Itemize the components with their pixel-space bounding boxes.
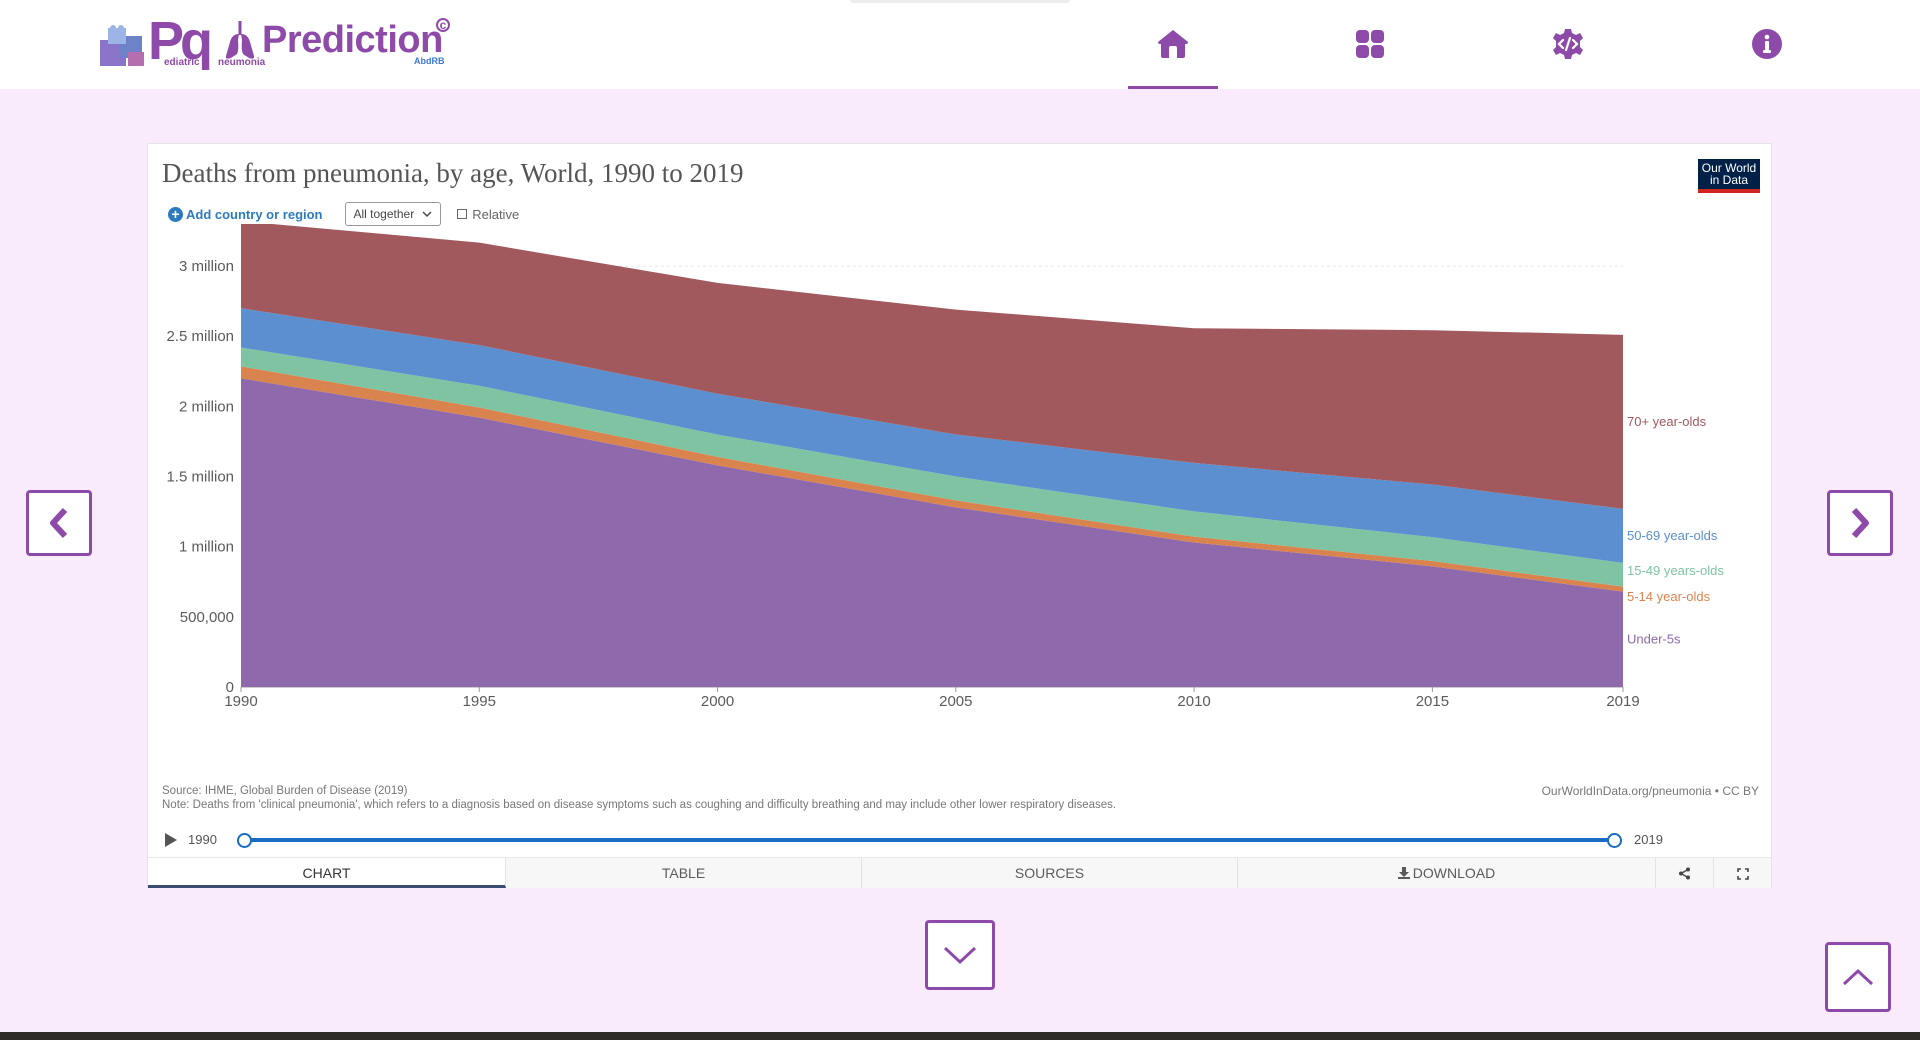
add-country-button[interactable]: + Add country or region — [168, 206, 323, 222]
bottom-bar — [0, 1032, 1920, 1040]
chart-card: Deaths from pneumonia, by age, World, 19… — [147, 143, 1772, 888]
share-icon — [1679, 867, 1690, 880]
home-icon — [1158, 30, 1188, 58]
chevron-down-icon — [422, 211, 432, 217]
source-text: Source: IHME, Global Burden of Disease (… — [162, 785, 408, 797]
play-icon[interactable] — [164, 832, 178, 848]
x-tick-label: 1990 — [224, 693, 257, 710]
logo-letters: Pq — [148, 11, 213, 71]
series-label: 15-49 years-olds — [1627, 563, 1724, 578]
y-tick-label: 0 — [226, 679, 234, 696]
scroll-down-button[interactable] — [925, 920, 995, 990]
stack-mode-value: All together — [353, 207, 415, 221]
code-gear-icon — [1553, 29, 1583, 59]
area-70-year-olds — [241, 224, 1623, 509]
tab-download[interactable]: DOWNLOAD — [1238, 858, 1656, 888]
area-50-69-year-olds — [241, 308, 1623, 563]
y-tick-label: 2 million — [179, 398, 234, 415]
timeline-end-handle[interactable] — [1607, 833, 1622, 848]
download-label: DOWNLOAD — [1412, 865, 1496, 881]
info-icon — [1752, 29, 1782, 59]
x-tick-label: 2005 — [939, 693, 972, 710]
x-tick-label: 2015 — [1416, 693, 1449, 710]
owid-logo-line1: Our World — [1701, 161, 1757, 175]
chevron-up-icon — [1842, 968, 1874, 986]
timeline-start-label: 1990 — [188, 832, 217, 847]
previous-slide-button[interactable] — [26, 490, 92, 556]
chevron-right-icon — [1851, 507, 1869, 539]
timeline-start-handle[interactable] — [237, 833, 252, 848]
stacked-area-chart[interactable]: 0 500,000 1 million 1.5 million 2 million 2.5… — [148, 224, 1771, 784]
plus-circle-icon: + — [168, 206, 183, 222]
logo-subtext-b: neumonia — [218, 57, 266, 68]
timeline: 1990 2019 — [164, 830, 1762, 850]
tab-table[interactable]: TABLE — [506, 858, 862, 888]
credit-link[interactable]: OurWorldInData.org/pneumonia • CC BY — [1541, 784, 1759, 798]
tab-chart[interactable]: CHART — [148, 858, 506, 888]
y-tick-label: 2.5 million — [166, 328, 234, 345]
area-under-5s — [241, 378, 1623, 687]
download-icon — [1397, 867, 1410, 879]
top-divider — [850, 0, 1070, 3]
series-label: Under-5s — [1627, 631, 1681, 646]
x-tick-label: 2010 — [1177, 693, 1210, 710]
logo-wordmark: Prediction — [262, 19, 443, 61]
copyright-mark: c — [436, 18, 450, 32]
y-tick-label: 1 million — [179, 539, 234, 556]
timeline-track[interactable] — [244, 838, 1614, 842]
stack-mode-select[interactable]: All together — [344, 202, 442, 226]
nav-developer[interactable] — [1550, 26, 1586, 62]
y-tick-label: 500,000 — [180, 609, 234, 626]
nav-home[interactable] — [1155, 26, 1191, 62]
series-label: 5-14 year-olds — [1627, 589, 1711, 604]
logo-subtext-a: ediatric — [164, 57, 200, 68]
toy-blocks-icon — [100, 25, 144, 66]
y-tick-label: 3 million — [179, 258, 234, 275]
add-country-label: Add country or region — [186, 206, 323, 222]
chart-title: Deaths from pneumonia, by age, World, 19… — [162, 158, 744, 188]
fullscreen-button[interactable] — [1714, 858, 1771, 888]
note-text: Note: Deaths from 'clinical pneumonia', … — [162, 799, 1117, 811]
tab-sources[interactable]: SOURCES — [862, 858, 1238, 888]
share-button[interactable] — [1656, 858, 1714, 888]
x-tick-label: 2000 — [701, 693, 734, 710]
top-navbar: Pq ediatric neumonia Prediction c AbdRB — [0, 0, 1920, 89]
y-tick-label: 1.5 million — [166, 469, 234, 486]
grid-icon — [1356, 30, 1384, 58]
x-tick-label: 2019 — [1606, 693, 1639, 710]
nav-about[interactable] — [1749, 26, 1785, 62]
next-slide-button[interactable] — [1827, 490, 1893, 556]
lungs-icon — [225, 21, 255, 59]
owid-logo-line2: in Data — [1709, 173, 1749, 187]
nav-active-indicator — [1128, 86, 1218, 89]
chart-controls: + Add country or region All together Rel… — [168, 202, 519, 226]
timeline-end-label: 2019 — [1634, 832, 1663, 847]
relative-checkbox[interactable] — [457, 209, 468, 219]
owid-logo[interactable]: Our World in Data — [1698, 159, 1760, 193]
back-to-top-button[interactable] — [1825, 942, 1891, 1012]
area-15-49-years-olds — [241, 347, 1623, 587]
chevron-left-icon — [50, 507, 68, 539]
series-label: 70+ year-olds — [1627, 414, 1707, 429]
chart-tabs: CHART TABLE SOURCES DOWNLOAD — [148, 857, 1771, 888]
x-tick-label: 1995 — [463, 693, 496, 710]
area-5-14-year-olds — [241, 366, 1623, 592]
expand-icon — [1736, 868, 1749, 880]
chart-footnotes: Source: IHME, Global Burden of Disease (… — [162, 784, 1116, 812]
relative-label: Relative — [472, 206, 520, 222]
series-label: 50-69 year-olds — [1627, 528, 1718, 543]
chevron-down-icon — [943, 946, 977, 965]
relative-toggle[interactable]: Relative — [457, 207, 519, 222]
logo-author: AbdRB — [414, 56, 445, 66]
nav-apps[interactable] — [1352, 26, 1388, 62]
